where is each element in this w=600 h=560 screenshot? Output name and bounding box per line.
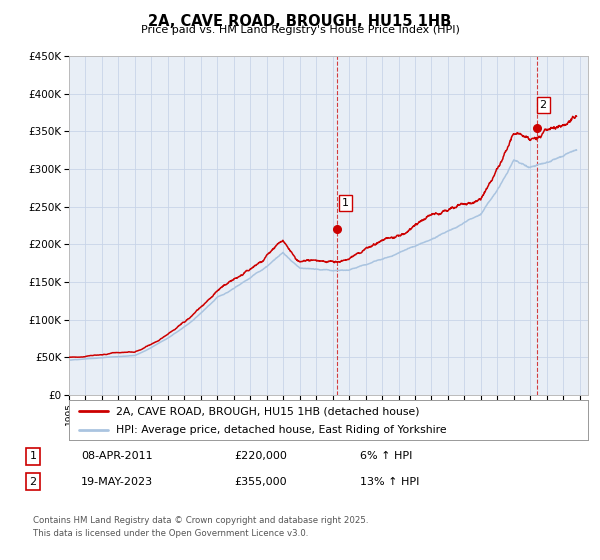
Text: 2: 2	[539, 100, 547, 110]
Text: £220,000: £220,000	[234, 451, 287, 461]
Text: 1: 1	[342, 198, 349, 208]
Text: Contains HM Land Registry data © Crown copyright and database right 2025.: Contains HM Land Registry data © Crown c…	[33, 516, 368, 525]
Text: 08-APR-2011: 08-APR-2011	[81, 451, 152, 461]
Text: 19-MAY-2023: 19-MAY-2023	[81, 477, 153, 487]
Text: 1: 1	[29, 451, 37, 461]
Text: 2A, CAVE ROAD, BROUGH, HU15 1HB (detached house): 2A, CAVE ROAD, BROUGH, HU15 1HB (detache…	[116, 407, 419, 417]
Text: Price paid vs. HM Land Registry's House Price Index (HPI): Price paid vs. HM Land Registry's House …	[140, 25, 460, 35]
Text: 2A, CAVE ROAD, BROUGH, HU15 1HB: 2A, CAVE ROAD, BROUGH, HU15 1HB	[148, 14, 452, 29]
Text: 6% ↑ HPI: 6% ↑ HPI	[360, 451, 412, 461]
Text: HPI: Average price, detached house, East Riding of Yorkshire: HPI: Average price, detached house, East…	[116, 425, 446, 435]
Text: This data is licensed under the Open Government Licence v3.0.: This data is licensed under the Open Gov…	[33, 529, 308, 538]
Text: 13% ↑ HPI: 13% ↑ HPI	[360, 477, 419, 487]
Text: 2: 2	[29, 477, 37, 487]
Text: £355,000: £355,000	[234, 477, 287, 487]
